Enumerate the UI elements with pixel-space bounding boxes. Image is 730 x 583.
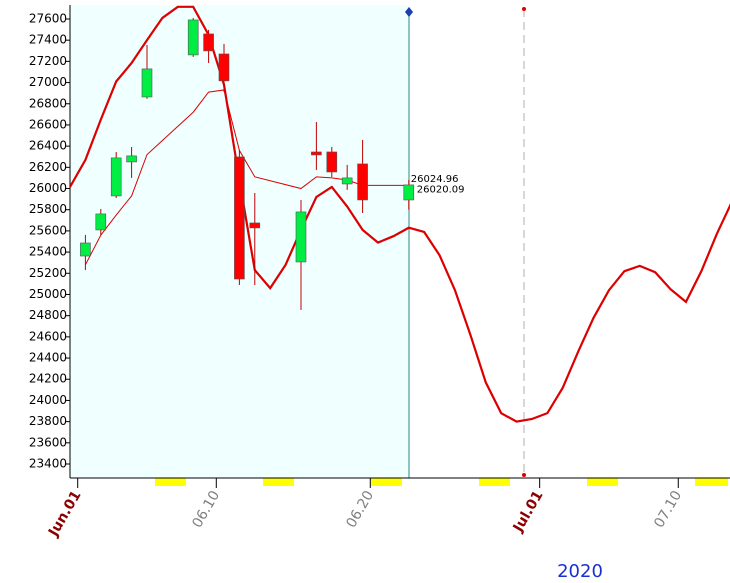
y-tick-label: 24000 [29, 393, 67, 407]
candle-body [218, 53, 230, 82]
candle-body [80, 242, 91, 257]
y-tick-label: 26200 [29, 160, 67, 174]
y-tick-label: 25400 [29, 245, 67, 259]
y-tick-label: 24200 [29, 372, 67, 386]
price-label: 26020.09 [417, 184, 465, 195]
year-label: 2020 [557, 561, 603, 582]
y-tick-label: 26400 [29, 139, 67, 153]
y-tick-label: 27200 [29, 54, 67, 68]
candle-body [203, 33, 214, 52]
y-tick-label: 27000 [29, 75, 67, 89]
candle-body [326, 151, 338, 173]
line [84, 89, 409, 266]
candle-body [95, 213, 107, 231]
line [70, 5, 730, 423]
y-tick-label: 25600 [29, 223, 67, 237]
x-tick-label: Jun.01 [45, 488, 84, 540]
y-tick-label: 23600 [29, 435, 67, 449]
candle-body [295, 211, 307, 263]
y-tick-label: 27600 [29, 11, 67, 25]
candle-body [141, 68, 153, 98]
y-tick-label: 25000 [29, 287, 67, 301]
weekend-marks [155, 478, 728, 486]
y-tick-label: 26800 [29, 96, 67, 110]
candle-body [357, 163, 368, 201]
forecast-marker [522, 7, 526, 11]
candle-body [341, 177, 353, 185]
candle-body [311, 151, 322, 156]
candle-body [187, 19, 199, 56]
current-marker [405, 7, 413, 17]
x-tick-label: 07.10 [651, 488, 685, 531]
y-tick-label: 27400 [29, 33, 67, 47]
candle-body [110, 157, 122, 197]
y-tick-label: 24400 [29, 351, 67, 365]
candle-body [403, 184, 415, 201]
candle-body [126, 155, 137, 163]
candle-body [249, 222, 261, 229]
y-tick-label: 24800 [29, 308, 67, 322]
y-tick-label: 26000 [29, 181, 67, 195]
y-tick-label: 26600 [29, 117, 67, 131]
x-tick-label: 06.10 [189, 488, 223, 531]
y-tick-label: 25200 [29, 266, 67, 280]
plot [70, 5, 730, 423]
y-tick-label: 23400 [29, 457, 67, 471]
y-tick-label: 24600 [29, 329, 67, 343]
y-tick-label: 23800 [29, 414, 67, 428]
x-tick-label: 06.20 [343, 488, 377, 531]
price-label: 26024.96 [411, 174, 459, 185]
x-tick-label: Jul.01 [510, 488, 547, 536]
candle-body [234, 156, 245, 280]
y-tick-label: 25800 [29, 202, 67, 216]
forecast-marker [522, 473, 526, 477]
